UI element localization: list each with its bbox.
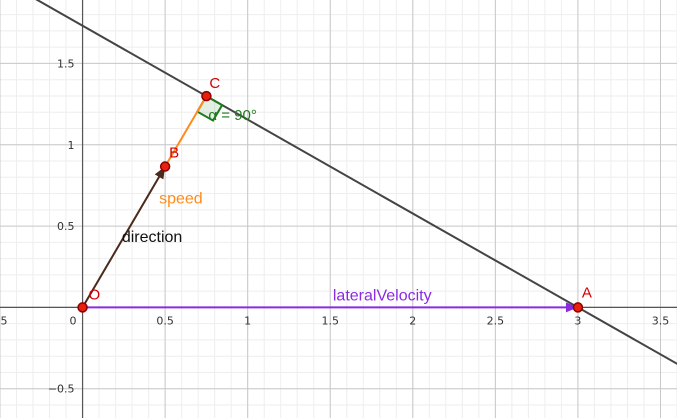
angle-label: α = 90° <box>208 107 256 124</box>
origin-label: 0 <box>70 314 77 327</box>
point-c[interactable] <box>201 90 212 102</box>
x-tick-label: 0.5 <box>156 314 174 327</box>
lateral-velocity-label: lateralVelocity <box>333 287 432 304</box>
x-tick-label: 1.5 <box>321 314 339 327</box>
direction-vector[interactable] <box>81 174 162 308</box>
axis-tick-labels: 0.5 1 1.5 2 2.5 3 3.5 5 0 1.5 1 0.5 −0.5 <box>1 57 670 395</box>
x-tick-label: 5 <box>1 314 8 327</box>
speed-segment[interactable] <box>164 95 208 168</box>
speed-label: speed <box>159 191 203 208</box>
x-tick-label: 1 <box>244 314 251 327</box>
point-a[interactable] <box>572 302 584 313</box>
point-b[interactable] <box>159 161 171 172</box>
point-label-o: O <box>89 286 101 303</box>
x-tick-label: 3 <box>574 314 581 327</box>
point-label-a: A <box>582 284 592 301</box>
lateral-velocity-vector-arrowhead <box>565 302 578 313</box>
x-tick-label: 3.5 <box>652 314 670 327</box>
point-o[interactable] <box>77 302 88 313</box>
y-tick-label: 0.5 <box>57 220 75 233</box>
point-label-c: C <box>209 75 220 92</box>
direction-label: direction <box>122 229 182 246</box>
line-through-c-and-a[interactable] <box>0 0 677 383</box>
x-tick-label: 2.5 <box>487 314 505 327</box>
construction-objects[interactable] <box>0 0 677 383</box>
point-label-b: B <box>169 145 179 162</box>
y-tick-label: 1.5 <box>57 57 75 70</box>
y-tick-label: −0.5 <box>48 383 75 396</box>
x-tick-label: 2 <box>409 314 416 327</box>
y-tick-label: 1 <box>68 139 75 152</box>
